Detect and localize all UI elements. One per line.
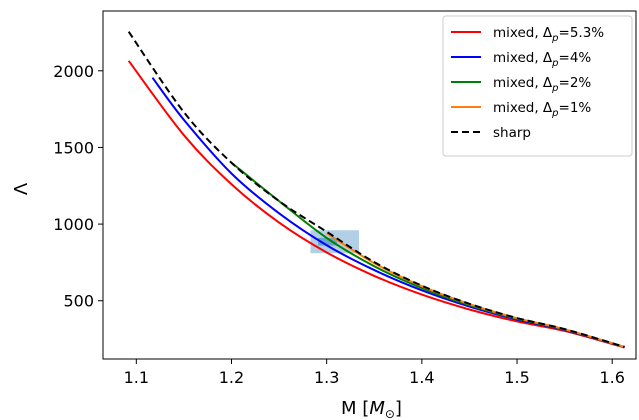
- x-tick-label: 1.5: [504, 368, 529, 387]
- y-tick-label: 1500: [53, 138, 94, 157]
- y-tick-label: 1000: [53, 215, 94, 234]
- legend-box: [442, 15, 633, 157]
- series-line-5: [127, 31, 625, 348]
- x-tick-label: 1.4: [409, 368, 434, 387]
- x-axis: 1.1 1.2 1.3 1.4 1.5 1.6: [124, 359, 625, 387]
- legend-label-4: mixed, Δp=1%: [493, 100, 591, 119]
- x-tick-label: 1.6: [599, 368, 624, 387]
- x-axis-label: M [M⊙]: [341, 398, 402, 420]
- y-tick-label: 500: [63, 292, 94, 311]
- x-tick-label: 1.3: [314, 368, 339, 387]
- plot-frame: [102, 10, 637, 360]
- y-tick-label: 2000: [53, 62, 94, 81]
- x-tick-label: 1.2: [219, 368, 244, 387]
- legend: mixed, Δp=5.3% mixed, Δp=4% mixed, Δp=2% mi…: [442, 15, 633, 157]
- series-line-3: [230, 161, 625, 349]
- legend-label-5: sharp: [493, 125, 531, 141]
- y-axis: 500 1000 1500 2000: [53, 62, 103, 311]
- y-axis-label: Λ: [11, 182, 32, 195]
- series-line-1: [127, 60, 625, 349]
- legend-label-1: mixed, Δp=5.3%: [493, 25, 604, 44]
- legend-label-3: mixed, Δp=2%: [493, 75, 591, 94]
- series-lines: [127, 31, 625, 349]
- series-line-4: [326, 232, 625, 348]
- x-tick-label: 1.1: [124, 368, 149, 387]
- legend-label-2: mixed, Δp=4%: [493, 50, 591, 69]
- shaded-region-2: [318, 237, 338, 246]
